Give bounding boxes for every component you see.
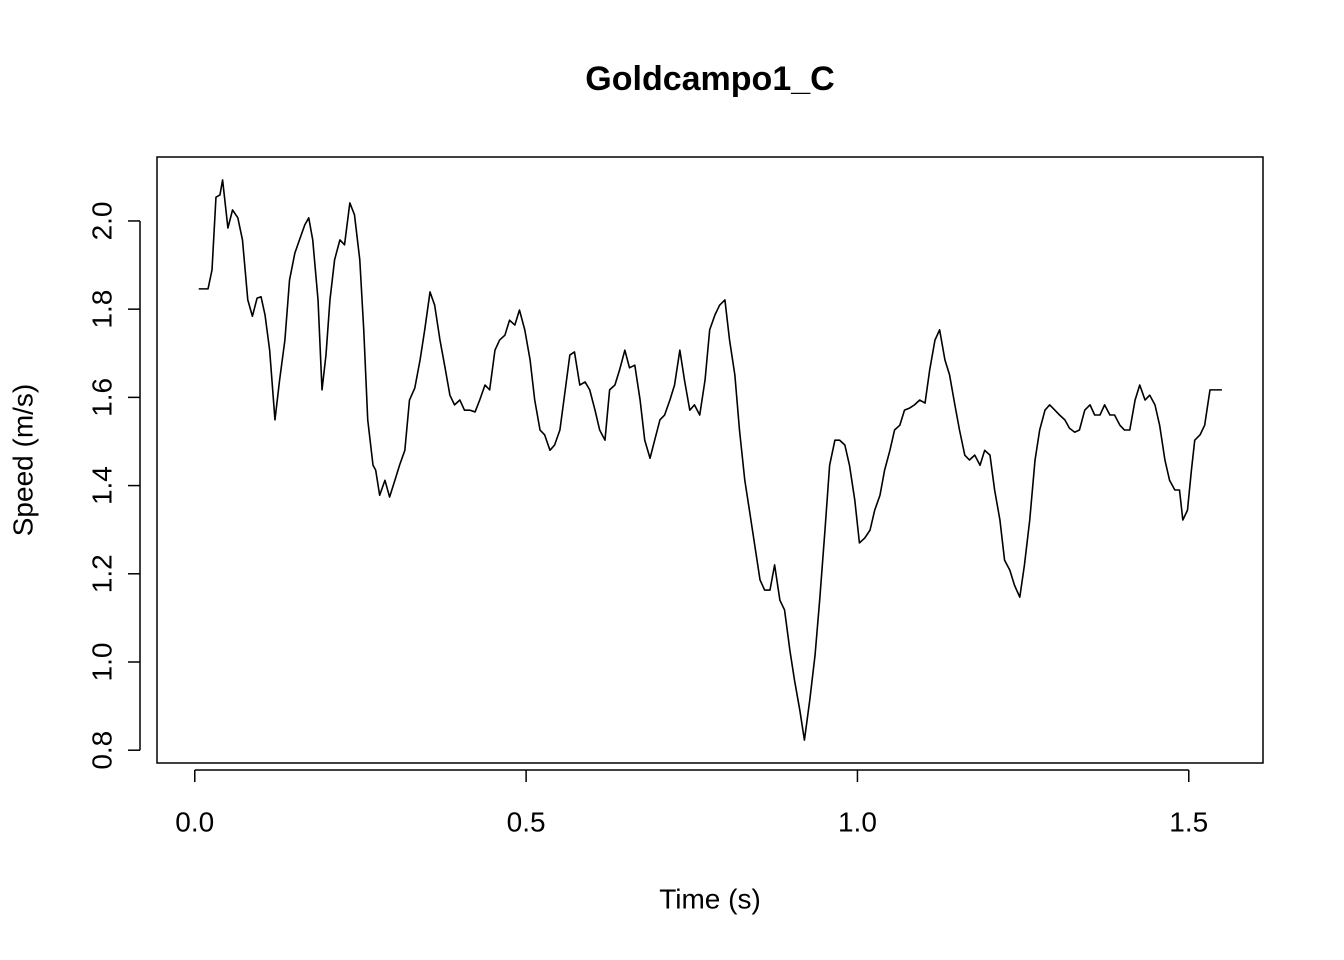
- y-tick-label: 1.8: [86, 290, 117, 329]
- x-tick-label: 1.5: [1169, 806, 1208, 837]
- x-tick-label: 0.5: [507, 806, 546, 837]
- y-tick-label: 1.4: [86, 466, 117, 505]
- y-axis-label: Speed (m/s): [7, 384, 38, 537]
- plot-box: [156, 156, 1264, 764]
- y-tick-label: 1.0: [86, 643, 117, 682]
- y-tick-label: 0.8: [86, 731, 117, 770]
- y-tick-label: 1.6: [86, 378, 117, 417]
- x-tick-label: 1.0: [838, 806, 877, 837]
- x-axis-label: Time (s): [659, 883, 761, 914]
- x-tick-label: 0.0: [175, 806, 214, 837]
- chart-title: Goldcampo1_C: [585, 60, 834, 98]
- data-line: [198, 179, 1222, 741]
- y-tick-label: 2.0: [86, 201, 117, 240]
- y-tick-label: 1.2: [86, 554, 117, 593]
